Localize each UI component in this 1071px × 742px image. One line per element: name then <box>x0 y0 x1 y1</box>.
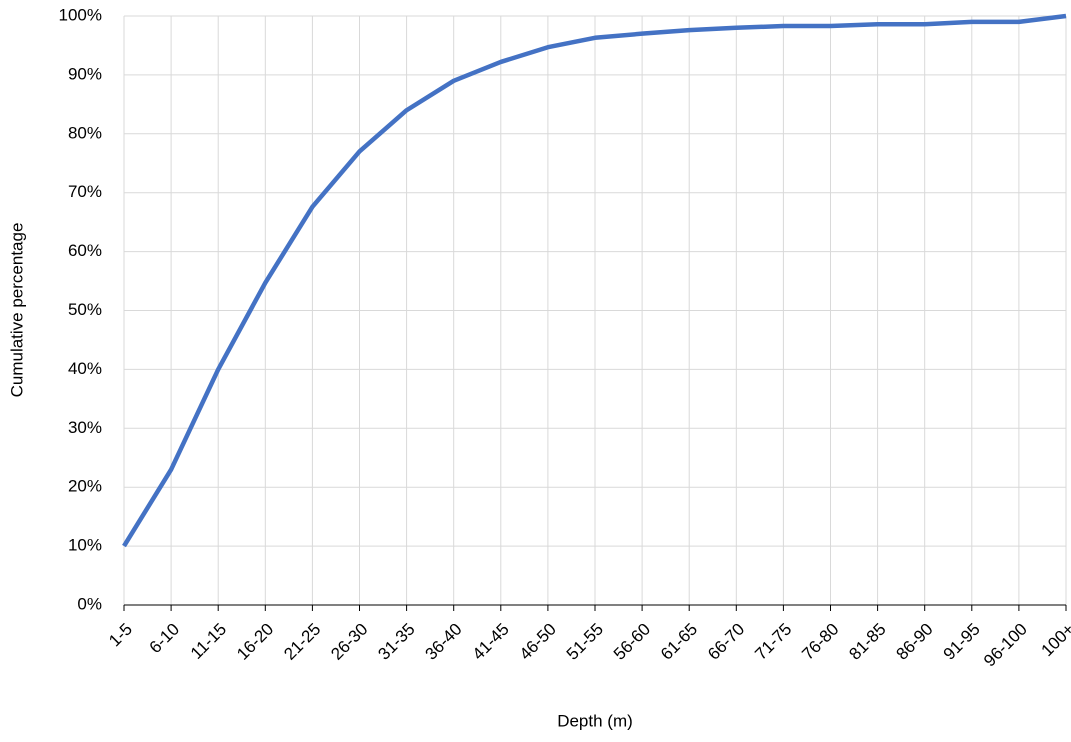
y-tick-label: 70% <box>68 182 102 201</box>
x-axis-title: Depth (m) <box>557 711 633 730</box>
x-tick-label: 11-15 <box>187 620 230 663</box>
x-tick-label: 31-35 <box>374 620 418 664</box>
x-tick-label: 76-80 <box>798 620 842 664</box>
x-tick-label: 86-90 <box>893 620 937 664</box>
x-tick-label: 36-40 <box>422 620 466 664</box>
x-tick-label: 6-10 <box>146 620 183 657</box>
x-tick-label: 16-20 <box>233 620 277 664</box>
y-tick-label: 80% <box>68 123 102 142</box>
y-tick-label: 0% <box>77 594 102 613</box>
x-tick-label: 81-85 <box>845 620 889 664</box>
x-tick-label: 71-75 <box>751 620 795 664</box>
y-tick-label: 30% <box>68 418 102 437</box>
y-axis-title: Cumulative percentage <box>7 223 26 398</box>
x-tick-label: 96-100 <box>980 620 1031 671</box>
x-tick-label: 26-30 <box>327 620 371 664</box>
y-tick-label: 90% <box>68 64 102 83</box>
y-tick-label: 50% <box>68 300 102 319</box>
x-tick-label: 51-55 <box>563 620 607 664</box>
x-tick-label: 41-45 <box>469 620 513 664</box>
y-tick-label: 60% <box>68 241 102 260</box>
x-tick-label: 100+ <box>1037 620 1071 661</box>
x-tick-label: 61-65 <box>657 620 701 664</box>
y-tick-label: 10% <box>68 536 102 555</box>
line <box>122 13 1067 548</box>
y-tick-label: 40% <box>68 359 102 378</box>
x-tick-label: 91-95 <box>940 620 984 664</box>
x-tick-label: 21-25 <box>280 620 324 664</box>
x-tick-label: 46-50 <box>516 620 560 664</box>
y-tick-label: 20% <box>68 477 102 496</box>
x-tick-label: 1-5 <box>105 620 136 651</box>
x-tick-label: 66-70 <box>704 620 748 664</box>
x-tick-label: 56-60 <box>610 620 654 664</box>
y-tick-label: 100% <box>59 5 102 24</box>
